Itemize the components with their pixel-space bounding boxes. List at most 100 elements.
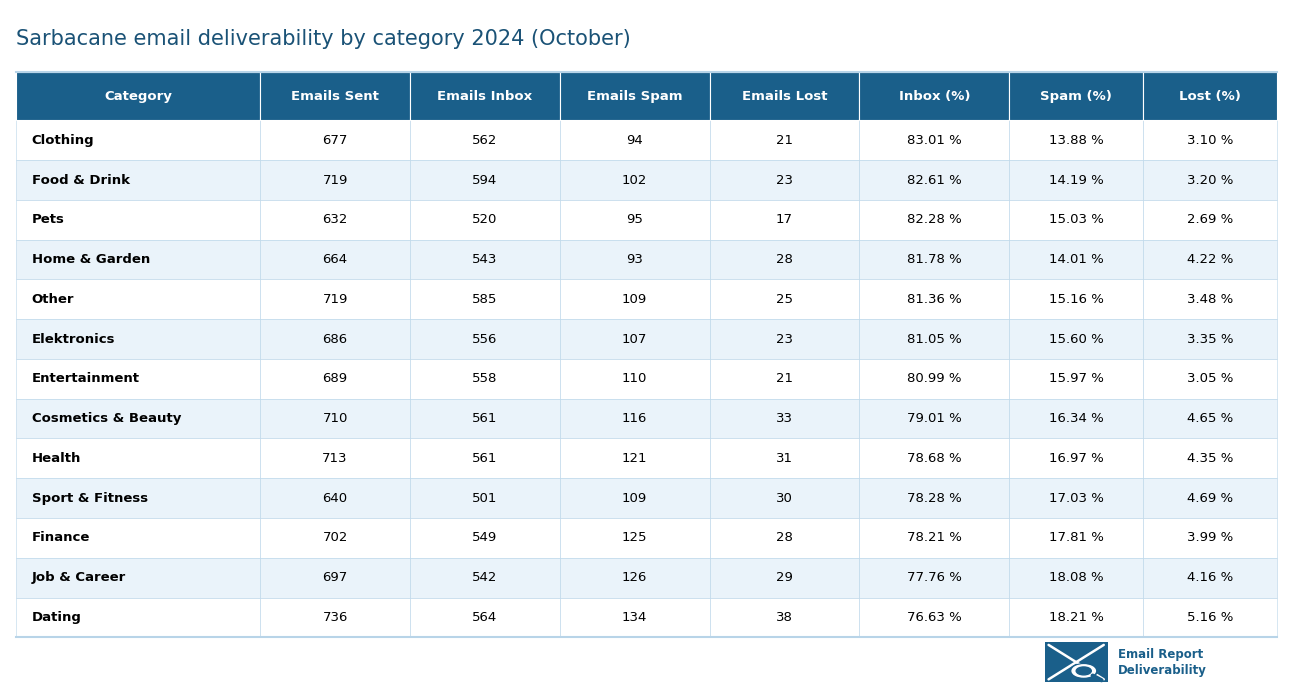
Bar (16, 518, 260, 558)
Text: 94: 94 (627, 134, 643, 147)
Text: Elektronics: Elektronics (32, 333, 116, 346)
Bar (859, 319, 1009, 359)
Bar (410, 478, 560, 518)
Text: Spam (%): Spam (%) (1041, 90, 1112, 103)
Text: Entertainment: Entertainment (32, 372, 139, 385)
Text: 719: 719 (322, 293, 348, 306)
Text: 561: 561 (472, 452, 498, 465)
Bar (16, 438, 260, 478)
Text: 15.03 %: 15.03 % (1049, 214, 1104, 226)
Bar (16, 160, 260, 200)
Bar (1143, 518, 1277, 558)
Bar (710, 280, 859, 319)
Text: 134: 134 (622, 611, 648, 624)
Bar (560, 280, 710, 319)
Text: 109: 109 (622, 492, 648, 504)
Text: 125: 125 (622, 531, 648, 544)
Bar (260, 359, 410, 399)
Text: Health: Health (32, 452, 81, 465)
Text: Emails Lost: Emails Lost (741, 90, 828, 103)
Circle shape (1072, 665, 1096, 677)
Text: 83.01 %: 83.01 % (907, 134, 962, 147)
Text: 78.68 %: 78.68 % (907, 452, 962, 465)
Bar (1009, 240, 1143, 280)
Text: 3.10 %: 3.10 % (1187, 134, 1234, 147)
Bar (859, 438, 1009, 478)
Text: Email Report: Email Report (1118, 648, 1204, 661)
Text: Inbox (%): Inbox (%) (899, 90, 970, 103)
Text: 14.01 %: 14.01 % (1049, 253, 1104, 266)
Bar (410, 200, 560, 240)
Bar (260, 518, 410, 558)
Text: 82.28 %: 82.28 % (907, 214, 962, 226)
Bar (710, 399, 859, 438)
Text: 116: 116 (622, 412, 648, 425)
Bar (710, 597, 859, 637)
Bar (710, 359, 859, 399)
Bar (1143, 160, 1277, 200)
Bar (560, 597, 710, 637)
Bar (410, 438, 560, 478)
Text: Sarbacane email deliverability by category 2024 (October): Sarbacane email deliverability by catego… (16, 29, 631, 49)
Bar (859, 121, 1009, 160)
Bar (1143, 200, 1277, 240)
Text: 3.05 %: 3.05 % (1187, 372, 1234, 385)
Bar (560, 200, 710, 240)
Bar (859, 200, 1009, 240)
Bar (410, 121, 560, 160)
Bar (710, 319, 859, 359)
Bar (710, 438, 859, 478)
Text: 21: 21 (777, 134, 792, 147)
Bar (710, 478, 859, 518)
Bar (1009, 160, 1143, 200)
Text: 31: 31 (777, 452, 792, 465)
Text: Emails Spam: Emails Spam (587, 90, 682, 103)
Text: 4.16 %: 4.16 % (1187, 571, 1234, 584)
Bar (260, 72, 410, 121)
Bar (1143, 240, 1277, 280)
Text: 677: 677 (322, 134, 348, 147)
Text: 640: 640 (322, 492, 348, 504)
Text: 95: 95 (627, 214, 643, 226)
Text: 28: 28 (777, 531, 792, 544)
Text: 4.22 %: 4.22 % (1187, 253, 1234, 266)
Bar (410, 597, 560, 637)
Bar (1143, 597, 1277, 637)
Bar (1143, 438, 1277, 478)
Text: Other: Other (32, 293, 74, 306)
Bar (560, 319, 710, 359)
Bar (1143, 72, 1277, 121)
Text: 38: 38 (777, 611, 792, 624)
Text: 3.35 %: 3.35 % (1187, 333, 1234, 346)
Text: 3.99 %: 3.99 % (1187, 531, 1234, 544)
Bar (1143, 121, 1277, 160)
Text: 520: 520 (472, 214, 498, 226)
Text: 3.48 %: 3.48 % (1187, 293, 1234, 306)
Text: 585: 585 (472, 293, 498, 306)
Text: Category: Category (104, 90, 172, 103)
Bar (1045, 642, 1108, 682)
Bar (1009, 72, 1143, 121)
Text: 558: 558 (472, 372, 498, 385)
Text: 82.61 %: 82.61 % (907, 174, 962, 187)
Text: 81.05 %: 81.05 % (907, 333, 962, 346)
Text: 5.16 %: 5.16 % (1187, 611, 1234, 624)
Text: 109: 109 (622, 293, 648, 306)
Bar (410, 280, 560, 319)
Text: 23: 23 (777, 333, 792, 346)
Bar (410, 240, 560, 280)
Bar (560, 359, 710, 399)
Text: 664: 664 (322, 253, 348, 266)
Bar (859, 72, 1009, 121)
Text: 93: 93 (627, 253, 643, 266)
Text: 17.81 %: 17.81 % (1049, 531, 1104, 544)
Text: Pets: Pets (32, 214, 64, 226)
Text: 4.69 %: 4.69 % (1187, 492, 1234, 504)
Bar (16, 597, 260, 637)
Bar (1009, 399, 1143, 438)
Text: 23: 23 (777, 174, 792, 187)
Text: 15.60 %: 15.60 % (1049, 333, 1104, 346)
Text: 543: 543 (472, 253, 498, 266)
Bar (859, 518, 1009, 558)
Text: 102: 102 (622, 174, 648, 187)
